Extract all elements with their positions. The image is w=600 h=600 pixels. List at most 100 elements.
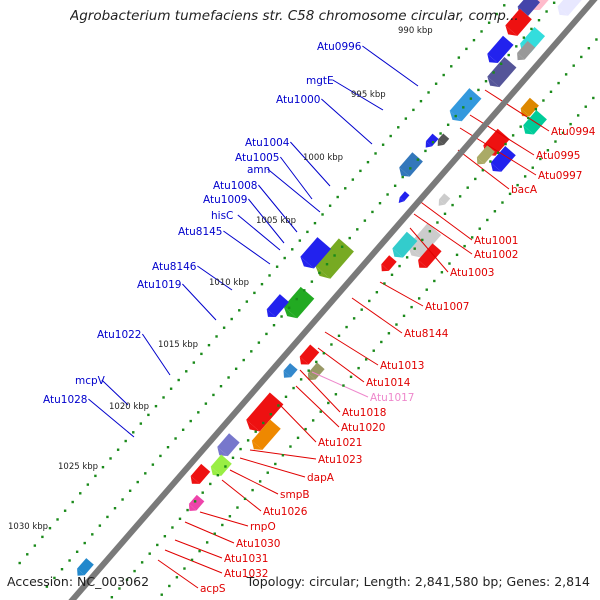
gene-label-forward[interactable]: Atu1000 [276,94,321,106]
gene-label-reverse[interactable]: Atu1020 [341,422,386,434]
gene-feature [392,231,418,258]
leader-line [317,347,365,383]
gene-feature [490,146,516,172]
gene-label-forward[interactable]: Atu0996 [317,41,362,53]
gene-label-reverse[interactable]: Atu1002 [474,249,519,261]
tick-dot [580,55,583,59]
gene-feature [251,419,281,450]
tick-dot [71,500,74,504]
gene-label-forward[interactable]: Atu8145 [178,226,223,238]
tick-dot [440,271,444,274]
tick-dot [56,518,59,521]
leader-line [413,213,473,255]
gene-label-reverse[interactable]: rnpO [250,521,276,533]
gene-label-forward[interactable]: amn [247,164,270,176]
tick-label: 1025 kbp [58,462,98,472]
gene-label-forward[interactable]: mgtE [306,75,334,87]
gene-label-reverse[interactable]: Atu1030 [236,538,281,550]
gene-feature [487,35,514,64]
gene-label-reverse[interactable]: Atu1001 [474,235,519,247]
tick-dot [45,585,49,588]
tick-dot [268,274,271,277]
tick-dot [227,376,230,379]
gene-label-forward[interactable]: Atu1004 [245,137,290,149]
tick-dot [455,253,459,257]
gene-label-reverse[interactable]: acpS [200,583,226,595]
gene-label-reverse[interactable]: Atu1021 [318,437,363,449]
gene-feature [315,238,354,279]
gene-label-reverse[interactable]: Atu0997 [538,170,583,182]
tick-dot [345,325,348,329]
tick-dot [462,106,465,109]
gene-label-forward[interactable]: Atu1022 [97,329,142,341]
gene-label-reverse[interactable]: Atu1032 [224,568,269,580]
gene-label-reverse[interactable]: Atu0995 [536,150,581,162]
tick-dot [534,108,538,111]
tick-dot [313,221,317,225]
tick-dot [175,576,179,579]
gene-label-reverse[interactable]: Atu1026 [263,506,308,518]
tick-dot [337,334,341,337]
tick-dot [380,340,383,344]
tick-dot [159,454,162,458]
tick-dot [160,593,163,596]
gene-label-reverse[interactable]: dapA [307,472,335,484]
gene-label-forward[interactable]: Atu1028 [43,394,88,406]
tick-dot [378,202,382,205]
tick-dot [383,282,386,285]
tick-dot [443,212,447,215]
tick-dot [372,349,375,352]
gene-label-forward[interactable]: mcpV [75,375,106,387]
tick-dot [238,309,241,312]
tick-dot [193,500,197,503]
gene-label-forward[interactable]: Atu1009 [203,194,248,206]
tick-dot [251,488,254,492]
tick-dot [542,99,545,102]
tick-label: 995 kbp [351,90,386,100]
gene-feature [517,40,536,61]
gene-label-reverse[interactable]: Atu1013 [380,360,425,372]
tick-dot [325,263,329,266]
tick-dot [154,404,158,408]
leader-line [223,230,271,265]
gene-label-reverse[interactable]: Atu1014 [366,377,411,389]
tick-dot [537,19,541,22]
tick-label: 1000 kbp [303,153,343,163]
map-title: Agrobacterium tumefaciens str. C58 chrom… [70,8,519,24]
leader-line [267,168,321,213]
gene-label-reverse[interactable]: smpB [280,489,310,501]
gene-label-forward[interactable]: hisC [211,210,233,222]
leader-line [239,457,306,478]
tick-dot [289,445,292,448]
gene-label-reverse[interactable]: Atu1003 [450,267,495,279]
tick-dot [311,419,315,422]
gene-label-forward[interactable]: Atu1008 [213,180,258,192]
gene-label-reverse[interactable]: Atu1023 [318,454,363,466]
gene-label-reverse[interactable]: Atu8144 [404,328,449,340]
tick-dot [405,256,409,259]
gene-feature [437,133,450,146]
tick-label: 1005 kbp [256,216,296,226]
tick-dot [454,114,457,118]
tick-dot [527,116,530,120]
gene-label-forward[interactable]: Atu1019 [137,279,182,291]
gene-feature [188,494,205,511]
gene-feature [300,237,332,269]
gene-label-reverse[interactable]: Atu0994 [551,126,596,138]
tick-dot [390,273,394,276]
gene-label-forward[interactable]: Atu1005 [235,152,280,164]
tick-dot [215,335,218,338]
chromosome-backbone [68,0,598,600]
gene-label-forward[interactable]: Atu8146 [152,261,197,273]
gene-label-reverse[interactable]: Atu1018 [342,407,387,419]
gene-label-reverse[interactable]: Atu1017 [370,392,415,404]
tick-dot [257,341,261,344]
tick-dot [144,472,147,475]
tick-dot [243,497,247,501]
gene-label-reverse[interactable]: bacA [511,184,538,196]
gene-label-reverse[interactable]: Atu1007 [425,301,470,313]
gene-label-reverse[interactable]: Atu1031 [224,553,269,565]
tick-dot [94,474,97,478]
tick-dot [91,533,94,536]
tick-dot [351,178,355,181]
